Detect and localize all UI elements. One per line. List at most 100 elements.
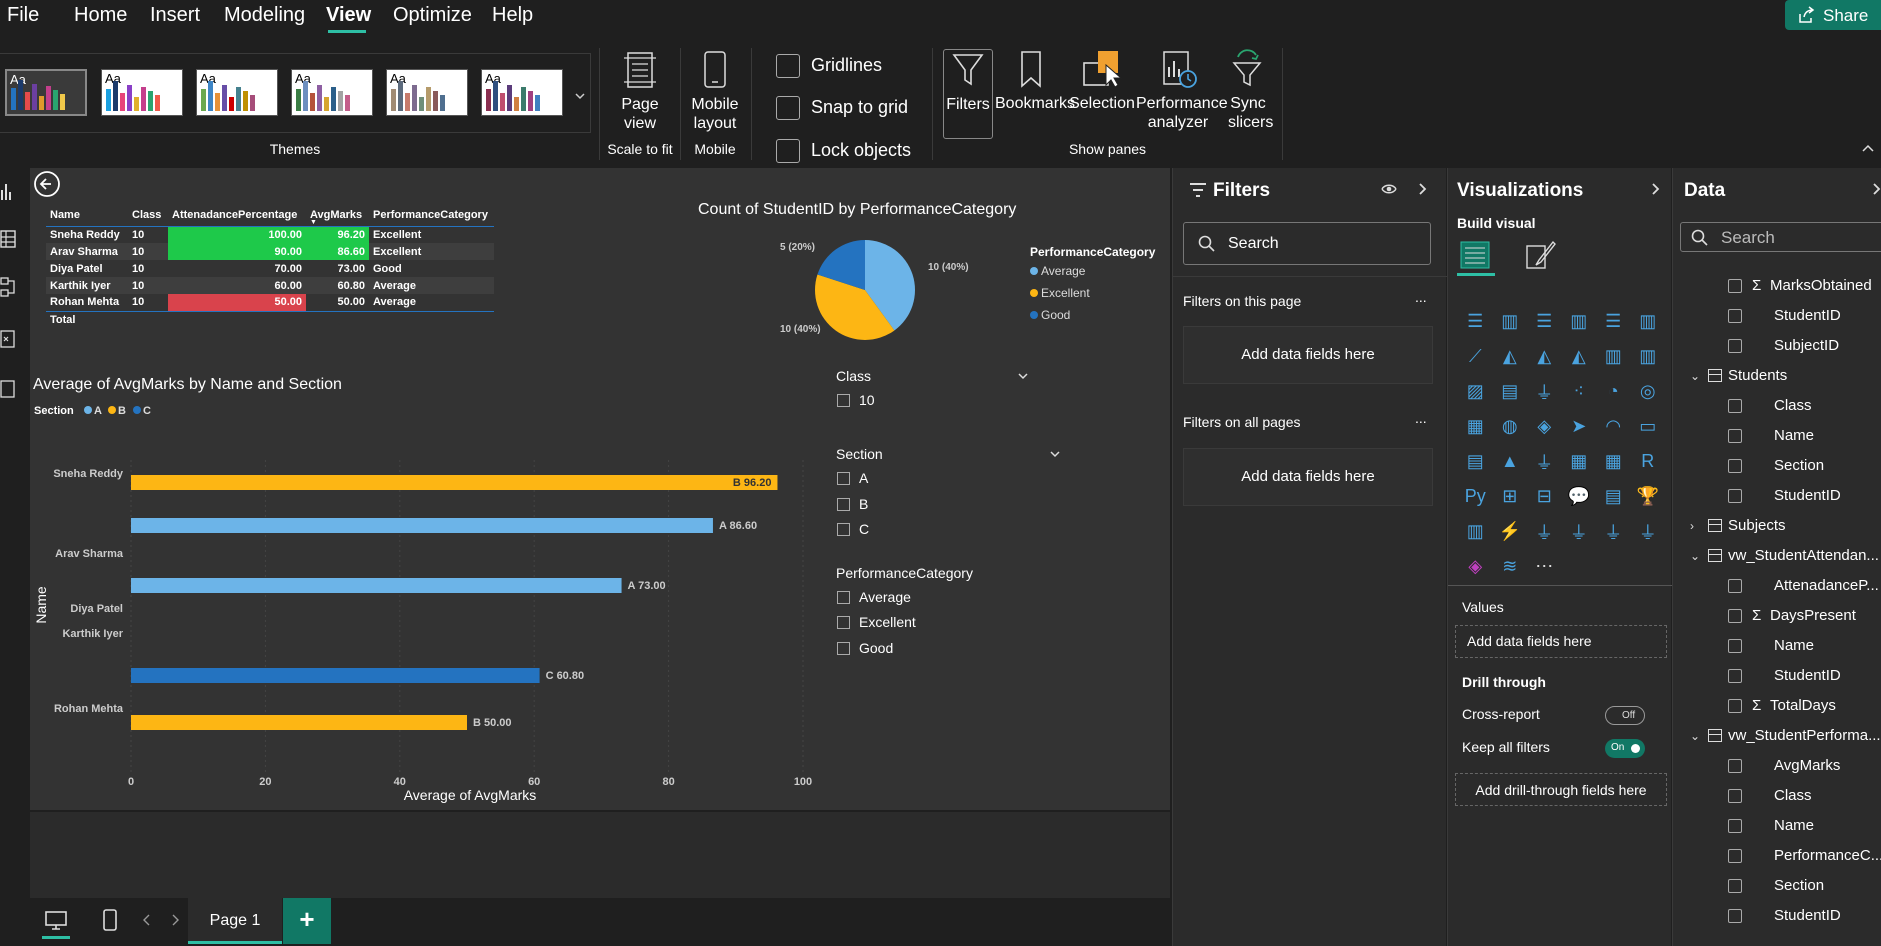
stacked-area-chart-icon[interactable]: ◭ xyxy=(1537,346,1552,366)
selection-pane-button[interactable]: Selection xyxy=(1068,49,1136,113)
pie-slice-average[interactable] xyxy=(865,240,915,331)
smart-narrative-icon[interactable]: ▤ xyxy=(1604,486,1622,506)
bookmarks-pane-button[interactable]: Bookmarks xyxy=(995,49,1075,113)
more-options-icon[interactable]: ... xyxy=(1415,410,1427,426)
power-apps-logo-icon[interactable]: ◈ xyxy=(1468,556,1483,576)
build-visual-tab[interactable] xyxy=(1457,238,1495,276)
next-page-icon[interactable] xyxy=(170,914,180,926)
prev-page-icon[interactable] xyxy=(142,914,152,926)
100-stacked-area-chart-icon[interactable]: ◭ xyxy=(1571,346,1586,366)
card-icon[interactable]: ▭ xyxy=(1639,416,1657,436)
chevron-down-icon[interactable]: ⌄ xyxy=(1690,549,1701,563)
col-header-class[interactable]: Class xyxy=(132,208,162,221)
bar-karthik-iyer[interactable] xyxy=(131,668,540,683)
pie-legend-item[interactable]: Excellent xyxy=(1030,286,1090,300)
gauge-icon[interactable]: ◠ xyxy=(1605,416,1622,436)
dax-query-view-icon[interactable] xyxy=(0,328,16,350)
matrix-icon[interactable]: ▦ xyxy=(1604,451,1622,471)
data-table-vw-studentattendan-[interactable]: ⌄ vw_StudentAttendan... xyxy=(1690,547,1879,564)
mobile-layout-button[interactable]: Mobile layout xyxy=(684,50,746,133)
bar-legend-item[interactable]: A xyxy=(84,405,102,417)
bar-diya-patel[interactable] xyxy=(131,578,622,593)
menu-help[interactable]: Help xyxy=(492,4,534,26)
filters-page-dropzone[interactable]: Add data fields here xyxy=(1183,326,1433,384)
field-checkbox[interactable] xyxy=(1728,609,1742,623)
custom-visual-1-icon[interactable]: ⏚ xyxy=(1569,522,1588,543)
stacked-column-chart-icon[interactable]: ▥ xyxy=(1501,311,1519,331)
section-slicer-option[interactable]: B xyxy=(837,496,868,512)
mobile-view-icon[interactable] xyxy=(102,908,118,932)
qa-icon[interactable]: 💬 xyxy=(1567,486,1590,506)
field-checkbox[interactable] xyxy=(1728,459,1742,473)
theme-option[interactable]: Aa xyxy=(5,69,87,116)
bar-arav-sharma[interactable] xyxy=(131,518,713,533)
class-slicer-option[interactable]: 10 xyxy=(837,392,875,408)
chevron-down-icon[interactable] xyxy=(1016,370,1030,382)
theme-option[interactable]: Aa xyxy=(386,69,468,116)
field-checkbox[interactable] xyxy=(1728,309,1742,323)
performance-slicer-option[interactable]: Good xyxy=(837,640,893,656)
slicer-icon[interactable]: ⏚ xyxy=(1535,452,1554,473)
more-options-icon[interactable]: ... xyxy=(1415,289,1427,305)
pie-legend-item[interactable]: Good xyxy=(1030,308,1070,322)
menu-modeling[interactable]: Modeling xyxy=(224,4,306,26)
clustered-column-chart-icon[interactable]: ▥ xyxy=(1570,311,1588,331)
collapse-ribbon-icon[interactable] xyxy=(1860,142,1876,154)
donut-chart-icon[interactable]: ◎ xyxy=(1639,381,1656,401)
col-header-name[interactable]: Name xyxy=(50,208,80,221)
kpi-icon[interactable]: ▲ xyxy=(1500,451,1519,471)
ribbon-chart-icon[interactable]: ▨ xyxy=(1466,381,1484,401)
section-slicer-option[interactable]: C xyxy=(837,521,869,537)
performance-slicer-option[interactable]: Average xyxy=(837,589,911,605)
table-view-icon[interactable] xyxy=(0,228,16,250)
section-slicer-option[interactable]: A xyxy=(837,470,868,486)
field-checkbox[interactable] xyxy=(1728,669,1742,683)
sync-slicers-button[interactable]: Sync slicers xyxy=(1220,49,1276,132)
field-checkbox[interactable] xyxy=(1728,429,1742,443)
field-checkbox[interactable] xyxy=(1728,789,1742,803)
scatter-chart-icon[interactable]: ⁖ xyxy=(1573,381,1585,401)
pie-chart[interactable]: 10 (40%) 10 (40%) 5 (20%) xyxy=(770,230,990,350)
decomposition-tree-icon[interactable]: ⊟ xyxy=(1536,486,1552,506)
chevron-down-icon[interactable] xyxy=(1048,448,1062,460)
python-visual-icon[interactable]: Py xyxy=(1464,486,1486,506)
goals-icon[interactable]: 🏆 xyxy=(1636,486,1659,506)
custom-visual-2-icon[interactable]: ⏚ xyxy=(1604,522,1623,543)
bar-sneha-reddy[interactable] xyxy=(131,475,778,490)
table-row[interactable]: Karthik Iyer 10 60.00 60.80 Average xyxy=(46,277,494,294)
theme-option[interactable]: Aa xyxy=(196,69,278,116)
line-chart-icon[interactable]: ⟋ xyxy=(1468,346,1482,366)
bar-rohan-mehta[interactable] xyxy=(131,715,467,730)
power-apps-icon[interactable]: ⚡ xyxy=(1498,521,1521,541)
menu-insert[interactable]: Insert xyxy=(150,4,201,26)
waterfall-chart-icon[interactable]: ▤ xyxy=(1501,381,1519,401)
stacked-bar-chart-icon[interactable]: ☰ xyxy=(1467,311,1484,331)
power-automate-logo-icon[interactable]: ≋ xyxy=(1502,556,1518,576)
chevron-down-icon[interactable] xyxy=(573,90,587,102)
area-chart-icon[interactable]: ◭ xyxy=(1502,346,1517,366)
chevron-right-icon[interactable] xyxy=(1417,182,1429,196)
col-header-attendance[interactable]: AttenadancePercentage xyxy=(172,208,298,221)
theme-option[interactable]: Aa xyxy=(101,69,183,116)
field-checkbox[interactable] xyxy=(1728,759,1742,773)
field-checkbox[interactable] xyxy=(1728,819,1742,833)
chevron-right-icon[interactable]: › xyxy=(1690,519,1694,533)
theme-option[interactable]: Aa xyxy=(481,69,563,116)
filters-all-dropzone[interactable]: Add data fields here xyxy=(1183,448,1433,506)
keep-filters-toggle[interactable]: On xyxy=(1605,739,1645,758)
data-table-students[interactable]: ⌄ Students xyxy=(1690,367,1787,384)
map-icon[interactable]: ◍ xyxy=(1501,416,1518,436)
bar-legend-item[interactable]: C xyxy=(133,405,151,417)
col-header-avgmarks[interactable]: AvgMarks ▼ xyxy=(306,204,369,226)
pie-chart-icon[interactable]: ◔ xyxy=(1607,381,1619,401)
page-view-button[interactable]: Page view xyxy=(610,50,670,133)
values-dropzone[interactable]: Add data fields here xyxy=(1455,625,1667,658)
model-view-icon[interactable] xyxy=(0,276,16,298)
pie-slice-excellent[interactable] xyxy=(815,274,895,340)
format-visual-tab[interactable] xyxy=(1523,238,1561,276)
share-button[interactable]: Share xyxy=(1785,0,1881,30)
key-influencers-icon[interactable]: ⊞ xyxy=(1502,486,1518,506)
field-checkbox[interactable] xyxy=(1728,399,1742,413)
data-search-input[interactable]: Search xyxy=(1680,222,1881,252)
filters-search-input[interactable]: Search xyxy=(1183,222,1431,265)
